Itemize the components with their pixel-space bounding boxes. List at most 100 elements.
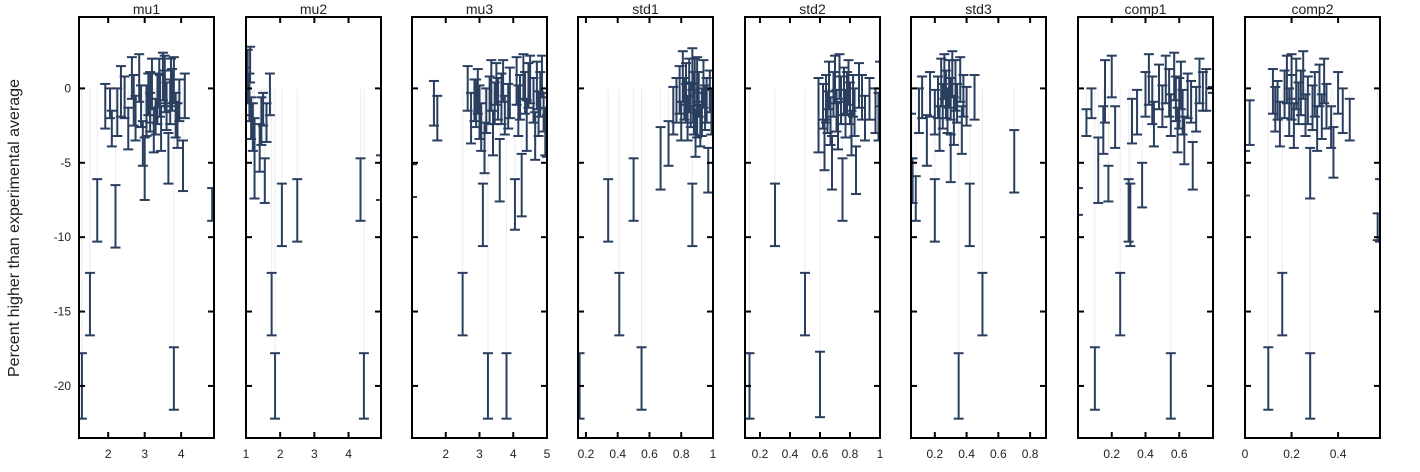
error-bar <box>168 56 179 103</box>
error-bar <box>1300 93 1311 138</box>
panel-frame <box>245 16 382 439</box>
error-bar <box>523 62 534 109</box>
error-bar <box>1279 69 1290 120</box>
error-bar <box>259 157 270 204</box>
x-tick-label: 0.4 <box>958 447 975 461</box>
error-bar <box>925 71 936 118</box>
error-bar <box>1314 63 1325 108</box>
error-bar <box>1086 87 1097 120</box>
error-bar <box>655 126 666 191</box>
error-bar <box>84 271 95 337</box>
error-bar <box>174 78 185 123</box>
error-bar <box>1081 108 1092 138</box>
error-bar <box>1245 99 1255 146</box>
error-bar <box>1175 60 1186 111</box>
error-bar <box>542 114 547 158</box>
error-bars <box>911 50 1020 420</box>
error-bar <box>824 60 834 111</box>
error-bar <box>1277 271 1288 337</box>
x-tick-label: 1 <box>710 447 717 461</box>
error-bar <box>1100 59 1110 124</box>
error-bar <box>917 75 928 120</box>
y-tick-label: 0 <box>64 81 71 95</box>
error-bar <box>1344 97 1355 142</box>
error-bar <box>1333 71 1344 115</box>
error-bar <box>1372 212 1380 242</box>
x-tick-label: 0.4 <box>609 447 626 461</box>
x-tick-label: 0.2 <box>578 447 595 461</box>
error-bar <box>1337 87 1348 135</box>
error-bar <box>1309 71 1320 118</box>
error-bar <box>1305 352 1316 420</box>
error-bar <box>969 74 980 121</box>
error-bar <box>687 47 698 91</box>
error-bars <box>79 51 214 420</box>
x-tick-label: 0.6 <box>812 447 829 461</box>
error-bar <box>1319 57 1330 105</box>
error-bar <box>1305 146 1316 200</box>
panel-title: mu3 <box>466 1 493 17</box>
x-tick-label: 2 <box>442 447 449 461</box>
error-bar <box>276 182 287 248</box>
panel-title: std1 <box>632 1 659 17</box>
error-bar <box>813 76 824 154</box>
x-tick-label: 4 <box>178 447 185 461</box>
error-bar <box>1295 69 1306 117</box>
x-tick-label: 0.2 <box>926 447 943 461</box>
x-tick-label: 0.6 <box>1171 447 1188 461</box>
panel-mu2: 1 2 3 4 mu2 <box>243 1 382 461</box>
error-bar <box>1263 346 1274 411</box>
x-tick-label: 0.8 <box>842 447 859 461</box>
error-bar <box>1179 115 1190 166</box>
x-tick-label: 0.2 <box>752 447 769 461</box>
error-bar <box>827 135 837 191</box>
x-tick-label: 3 <box>476 447 483 461</box>
error-bar <box>961 85 972 127</box>
error-bar <box>172 102 183 149</box>
error-bar <box>134 53 145 103</box>
error-bar <box>503 82 514 130</box>
error-bar <box>815 350 825 419</box>
error-bar <box>929 178 940 243</box>
error-bar <box>1147 75 1158 126</box>
x-tick-label: 0.4 <box>1330 447 1347 461</box>
error-bar <box>1125 182 1136 248</box>
error-bar <box>953 352 964 420</box>
error-bar <box>1281 54 1292 105</box>
x-tick-label: 1 <box>243 447 250 461</box>
panel-mu3: 2 3 4 5 mu3 <box>411 1 551 461</box>
error-bar <box>501 352 512 420</box>
error-bar <box>482 352 493 420</box>
error-bar <box>358 352 369 420</box>
error-bar <box>1137 161 1148 209</box>
error-bar <box>1187 140 1198 191</box>
error-bar <box>266 271 277 337</box>
error-bar <box>692 91 703 139</box>
x-tick-label: 0.4 <box>1137 447 1154 461</box>
y-tick-label: -10 <box>54 230 72 244</box>
error-bar <box>800 271 810 337</box>
error-bar <box>128 74 139 127</box>
error-bar <box>1106 54 1117 99</box>
error-bar <box>1164 68 1175 118</box>
error-bar <box>1132 88 1143 136</box>
panel-frame <box>744 16 881 439</box>
error-bar <box>1177 88 1188 136</box>
error-bar <box>875 60 880 108</box>
error-bar <box>123 106 134 151</box>
error-bar <box>1009 129 1020 194</box>
error-bar <box>703 146 713 194</box>
error-bar <box>1312 105 1323 152</box>
error-bar <box>1288 102 1299 149</box>
error-bar <box>474 84 485 140</box>
error-bar <box>509 178 520 231</box>
error-bar <box>105 87 116 120</box>
error-bar <box>704 69 713 114</box>
error-bar <box>687 182 698 248</box>
panel-std3: 0.2 0.4 0.6 0.8 std3 <box>910 1 1047 461</box>
error-bar <box>256 96 267 146</box>
error-bar <box>1115 271 1126 337</box>
error-bar <box>1186 79 1197 124</box>
panel-title: mu1 <box>133 1 160 17</box>
error-bar <box>159 54 170 105</box>
